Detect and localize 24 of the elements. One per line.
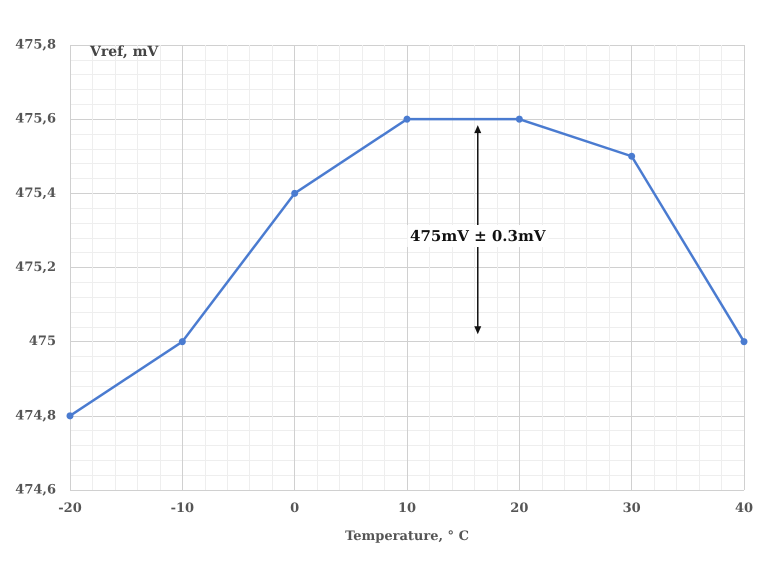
y-tick-label: 475,6 <box>15 112 56 127</box>
y-tick-label: 474,8 <box>15 408 56 424</box>
y-tick-label: 474,6 <box>15 482 56 498</box>
point <box>516 116 523 123</box>
point <box>740 338 748 346</box>
y-tick-label: 475 <box>28 334 56 350</box>
point <box>628 152 636 160</box>
y-tick-label: 475,4 <box>15 186 56 201</box>
x-tick-label: -20 <box>58 501 82 516</box>
x-tick-label: 40 <box>734 501 754 516</box>
x-tick-label: 10 <box>398 501 416 516</box>
y-tick-label: 475,2 <box>15 260 56 275</box>
x-tick-label: -10 <box>170 501 194 516</box>
y-axis-title: Vref, mV <box>90 44 158 60</box>
x-axis-title: Temperature, ° C <box>345 529 469 544</box>
point <box>178 338 186 346</box>
point <box>66 412 74 420</box>
annotation: 475mV ± 0.3mV <box>407 225 548 248</box>
y-tick-label: 475,8 <box>15 38 56 52</box>
point <box>404 116 410 123</box>
x-tick-label: 0 <box>290 501 300 516</box>
x-tick-label: 20 <box>510 501 528 516</box>
point <box>291 190 298 197</box>
x-tick-label: 30 <box>622 501 641 516</box>
